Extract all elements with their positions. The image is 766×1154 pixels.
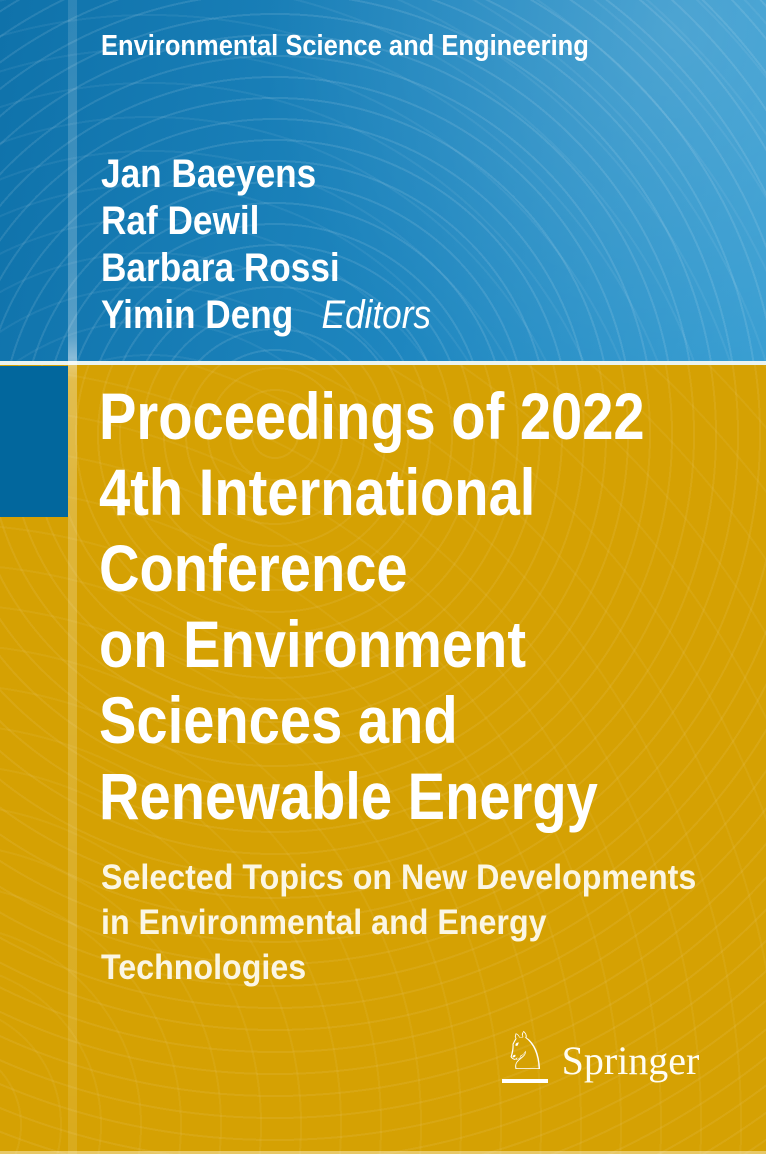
logo-underline bbox=[502, 1079, 549, 1083]
vertical-light-stripe bbox=[68, 0, 77, 1154]
book-title: Proceedings of 2022 4th International Co… bbox=[99, 378, 645, 834]
section-divider-line bbox=[0, 361, 766, 365]
book-subtitle: Selected Topics on New Developments in E… bbox=[101, 855, 696, 990]
springer-horse-icon: ♘ bbox=[502, 1022, 549, 1083]
concentric-rings-pattern bbox=[0, 0, 766, 362]
concentric-rings-pattern bbox=[0, 0, 766, 362]
author-name-text: Raf Dewil bbox=[101, 199, 260, 243]
author-list: Jan Baeyens Raf Dewil Barbara Rossi Yimi… bbox=[101, 151, 476, 339]
book-title-line: 4th International bbox=[99, 455, 536, 529]
horse-knight-glyph: ♘ bbox=[502, 1022, 549, 1082]
accent-blue-square bbox=[0, 366, 68, 517]
main-yellow-panel bbox=[0, 365, 766, 1154]
book-title-line: Sciences and bbox=[99, 683, 458, 757]
publisher-name: Springer bbox=[561, 1038, 700, 1083]
book-subtitle-line: Selected Topics on New Developments bbox=[101, 858, 697, 897]
author-name-text: Jan Baeyens bbox=[101, 152, 317, 196]
series-title-text: Environmental Science and Engineering bbox=[101, 30, 589, 62]
book-title-line: on Environment bbox=[99, 607, 527, 681]
book-title-line: Renewable Energy bbox=[99, 759, 598, 833]
author-name: Jan Baeyens bbox=[101, 151, 431, 198]
book-title-line: Proceedings of 2022 bbox=[99, 379, 645, 453]
author-name-text: Barbara Rossi bbox=[101, 246, 340, 290]
publisher-logo: ♘ Springer bbox=[502, 1022, 700, 1083]
bottom-edge-highlight bbox=[0, 1151, 766, 1154]
concentric-rings-pattern bbox=[0, 365, 766, 1154]
author-name: Yimin Deng Editors bbox=[101, 292, 431, 339]
series-title: Environmental Science and Engineering bbox=[101, 30, 655, 63]
header-blue-band bbox=[0, 0, 766, 362]
author-name-text: Yimin Deng bbox=[101, 293, 294, 337]
book-subtitle-line: in Environmental and Energy bbox=[101, 903, 547, 942]
editors-label: Editors bbox=[321, 293, 432, 337]
book-subtitle-line: Technologies bbox=[101, 948, 307, 987]
author-name: Raf Dewil bbox=[101, 198, 431, 245]
concentric-rings-pattern bbox=[0, 365, 766, 1154]
author-name: Barbara Rossi bbox=[101, 245, 431, 292]
book-title-line: Conference bbox=[99, 531, 408, 605]
